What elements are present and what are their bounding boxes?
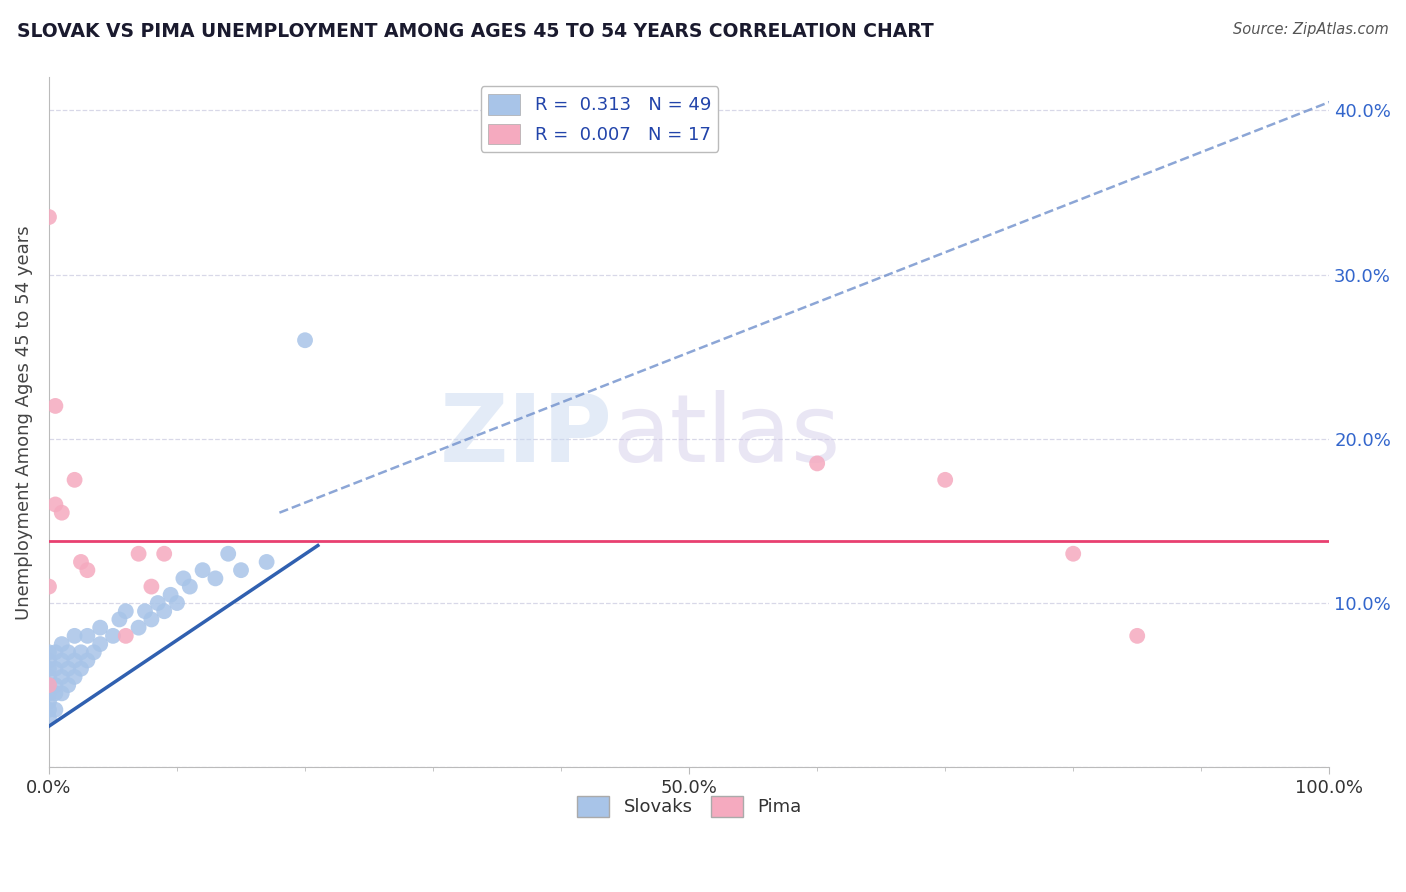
Point: [38, 686, 60, 700]
Point: [76, 629, 98, 643]
Point: [89, 637, 111, 651]
Point: [217, 547, 239, 561]
Point: [44, 686, 66, 700]
Point: [179, 580, 201, 594]
Point: [63, 473, 86, 487]
Point: [134, 604, 156, 618]
Point: [38, 653, 60, 667]
Point: [934, 473, 956, 487]
Legend: Slovaks, Pima: Slovaks, Pima: [569, 789, 808, 824]
Point: [108, 612, 131, 626]
Point: [159, 588, 181, 602]
Point: [56, 678, 79, 692]
Point: [56, 645, 79, 659]
Point: [153, 547, 176, 561]
Point: [153, 604, 176, 618]
Point: [128, 621, 150, 635]
Text: atlas: atlas: [612, 390, 841, 483]
Text: ZIP: ZIP: [440, 390, 612, 483]
Point: [256, 555, 278, 569]
Y-axis label: Unemployment Among Ages 45 to 54 years: Unemployment Among Ages 45 to 54 years: [15, 225, 32, 620]
Point: [114, 604, 136, 618]
Point: [76, 653, 98, 667]
Point: [191, 563, 214, 577]
Point: [38, 645, 60, 659]
Point: [38, 703, 60, 717]
Point: [294, 333, 316, 347]
Point: [76, 563, 98, 577]
Point: [128, 547, 150, 561]
Point: [1126, 629, 1149, 643]
Point: [63, 670, 86, 684]
Point: [44, 678, 66, 692]
Point: [44, 498, 66, 512]
Point: [204, 571, 226, 585]
Point: [38, 678, 60, 692]
Point: [1062, 547, 1084, 561]
Point: [166, 596, 188, 610]
Point: [38, 580, 60, 594]
Point: [51, 653, 73, 667]
Point: [89, 621, 111, 635]
Text: Source: ZipAtlas.com: Source: ZipAtlas.com: [1233, 22, 1389, 37]
Point: [63, 653, 86, 667]
Point: [38, 678, 60, 692]
Point: [51, 686, 73, 700]
Point: [172, 571, 194, 585]
Point: [146, 596, 169, 610]
Point: [141, 580, 163, 594]
Point: [70, 555, 93, 569]
Point: [63, 629, 86, 643]
Point: [51, 506, 73, 520]
Point: [70, 662, 93, 676]
Point: [44, 645, 66, 659]
Point: [101, 629, 124, 643]
Point: [114, 629, 136, 643]
Point: [56, 662, 79, 676]
Point: [38, 695, 60, 709]
Point: [38, 210, 60, 224]
Point: [38, 711, 60, 725]
Text: SLOVAK VS PIMA UNEMPLOYMENT AMONG AGES 45 TO 54 YEARS CORRELATION CHART: SLOVAK VS PIMA UNEMPLOYMENT AMONG AGES 4…: [17, 22, 934, 41]
Point: [44, 399, 66, 413]
Point: [38, 670, 60, 684]
Point: [83, 645, 105, 659]
Point: [38, 662, 60, 676]
Point: [806, 457, 828, 471]
Point: [70, 645, 93, 659]
Point: [44, 703, 66, 717]
Point: [229, 563, 252, 577]
Point: [51, 670, 73, 684]
Point: [51, 637, 73, 651]
Point: [141, 612, 163, 626]
Point: [44, 662, 66, 676]
